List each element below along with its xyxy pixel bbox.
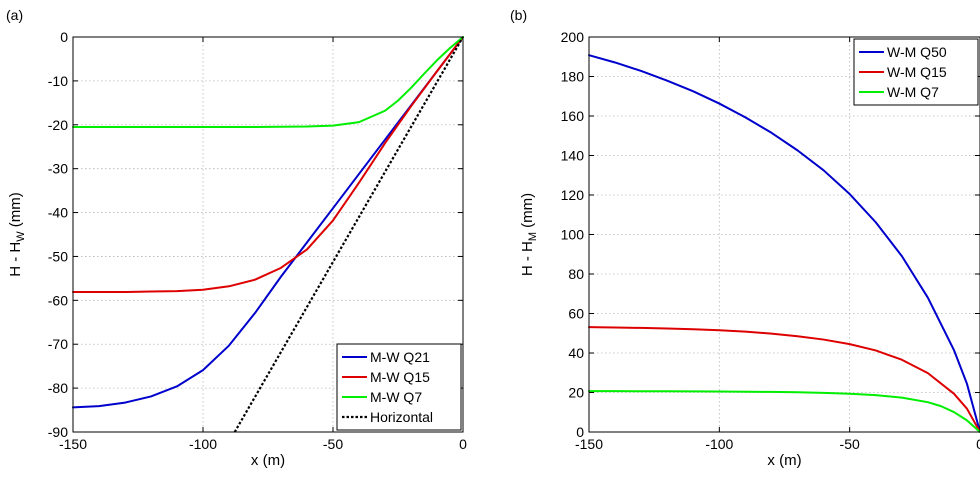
panel-b-y-tick-label: 80 (568, 266, 584, 282)
panel-a-y-tick-label: -50 (48, 248, 68, 264)
panel-a-x-tick-label: -150 (59, 436, 87, 452)
panel-b-series-line-3 (588, 390, 980, 433)
panel-a-label: (a) (6, 7, 23, 23)
panel-b-legend-entry: W-M Q7 (887, 84, 939, 100)
panel-b-y-label-main: H - H (519, 241, 536, 276)
panel-b-x-tick-label: 0 (976, 436, 980, 452)
panel-b-legend-entry: W-M Q50 (887, 44, 947, 60)
panel-a-y-tick-label: -30 (48, 161, 68, 177)
panel-a-x-tick-label: 0 (459, 436, 467, 452)
panel-a-y-axis-label: H - HW (mm) (7, 192, 27, 277)
panel-b-x-tick-label: -50 (840, 436, 860, 452)
panel-a-series-line-1 (72, 36, 464, 409)
panel-a-y-tick-label: -20 (48, 117, 68, 133)
panel-b-y-tick-label: 100 (561, 227, 585, 243)
panel-a-plot-frame (72, 36, 464, 433)
panel-b-y-tick-label: 20 (568, 385, 584, 401)
panel-a-y-tick-label: 0 (60, 29, 68, 45)
panel-b-y-tick-label: 60 (568, 306, 584, 322)
panel-b-series-line-1 (588, 54, 980, 433)
panel-b-series (588, 54, 980, 433)
panel-b-y-tick-label: 160 (561, 108, 585, 124)
panel-b-y-label-unit: (mm) (519, 193, 536, 232)
panel-a-series-line-2 (72, 36, 464, 293)
panel-a-legend-entry: M-W Q15 (370, 369, 430, 385)
panel-a-ticks: -150 -100 -50 0 0 -10 -20 -30 -40 -50 -60 -70 -80 -90 (48, 29, 467, 452)
panel-b-x-tick-label: -100 (705, 436, 733, 452)
panel-a-series (72, 36, 464, 433)
panel-b-y-axis-label: H - HM (mm) (519, 193, 539, 276)
panel-a-y-tick-label: -40 (48, 205, 68, 221)
panel-a-y-label-subscript: W (15, 231, 27, 242)
panel-a-y-tick-label: -80 (48, 380, 68, 396)
panel-a-y-tick-label: -90 (48, 424, 68, 440)
panel-b-y-tick-label: 0 (576, 424, 584, 440)
panel-a-y-tick-label: -60 (48, 292, 68, 308)
panel-a-legend: M-W Q21 M-W Q15 M-W Q7 Horizontal (336, 343, 462, 431)
panel-a-y-tick-label: -10 (48, 73, 68, 89)
panel-a-chart: (a) -150 -100 -50 0 0 -10 -20 -30 -40 -50 -60 -70 -8… (6, 7, 467, 469)
panel-a-legend-entry: M-W Q21 (370, 349, 430, 365)
panel-a-legend-entry: M-W Q7 (370, 389, 422, 405)
panel-b-chart: (b) -150 -100 -50 0 0 20 40 60 80 100 120 140 160 180… (510, 7, 980, 469)
panel-b-y-label-subscript: M (527, 232, 539, 241)
panel-a-x-axis-label: x (m) (251, 452, 285, 469)
panel-b-legend: W-M Q50 W-M Q15 W-M Q7 (853, 38, 979, 106)
panel-a-series-line-3 (72, 36, 464, 128)
panel-a-legend-box (336, 343, 462, 431)
panel-b-ticks: -150 -100 -50 0 0 20 40 60 80 100 120 140 160 180 200 (561, 29, 980, 452)
panel-b-y-tick-label: 140 (561, 148, 585, 164)
panel-b-y-tick-label: 180 (561, 69, 585, 85)
panel-a-series-line-4 (233, 36, 464, 433)
panel-b-label: (b) (510, 7, 527, 23)
panel-a-x-tick-label: -50 (323, 436, 343, 452)
panel-a-y-tick-label: -70 (48, 336, 68, 352)
panel-b-x-axis-label: x (m) (767, 452, 801, 469)
panel-b-y-tick-label: 40 (568, 345, 584, 361)
panel-b-y-tick-label: 120 (561, 187, 585, 203)
panel-a-legend-entry: Horizontal (370, 409, 433, 425)
panel-a-y-label-unit: (mm) (7, 192, 24, 231)
panel-b-legend-entry: W-M Q15 (887, 64, 947, 80)
panel-a-y-label-main: H - H (7, 242, 24, 277)
panel-a-x-tick-label: -100 (189, 436, 217, 452)
panel-b-y-tick-label: 200 (561, 29, 585, 45)
panel-b-x-tick-label: -150 (575, 436, 603, 452)
panel-b-series-line-2 (588, 326, 980, 433)
